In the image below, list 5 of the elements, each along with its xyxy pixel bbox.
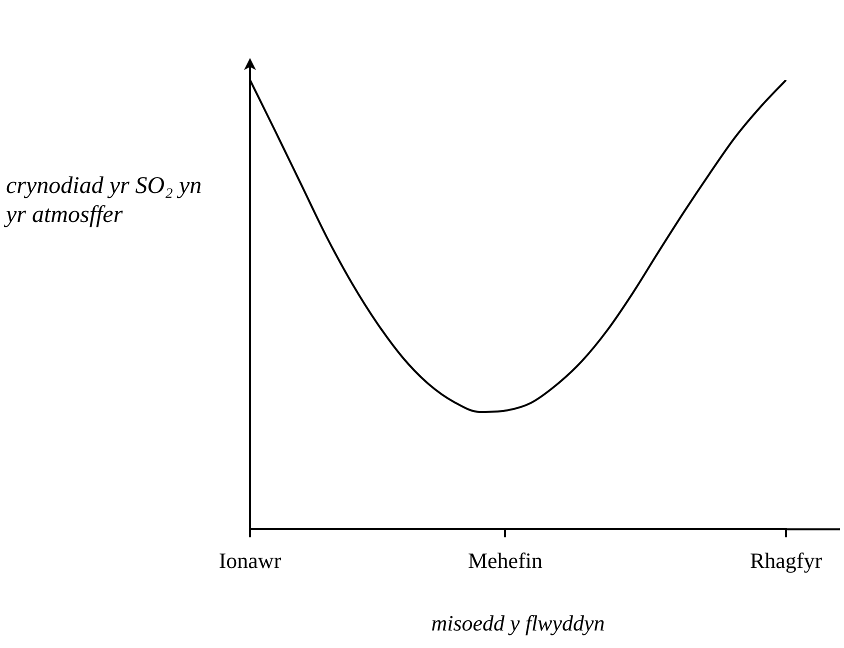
x-tick-label: Mehefin xyxy=(468,548,543,574)
x-tick-label: Rhagfyr xyxy=(750,548,823,574)
x-tick-label: Ionawr xyxy=(218,548,282,574)
x-axis-title: misoedd y flwyddyn xyxy=(431,610,605,636)
y-axis-title: crynodiad yr SO₂ yn yr atmosffer xyxy=(6,172,203,230)
